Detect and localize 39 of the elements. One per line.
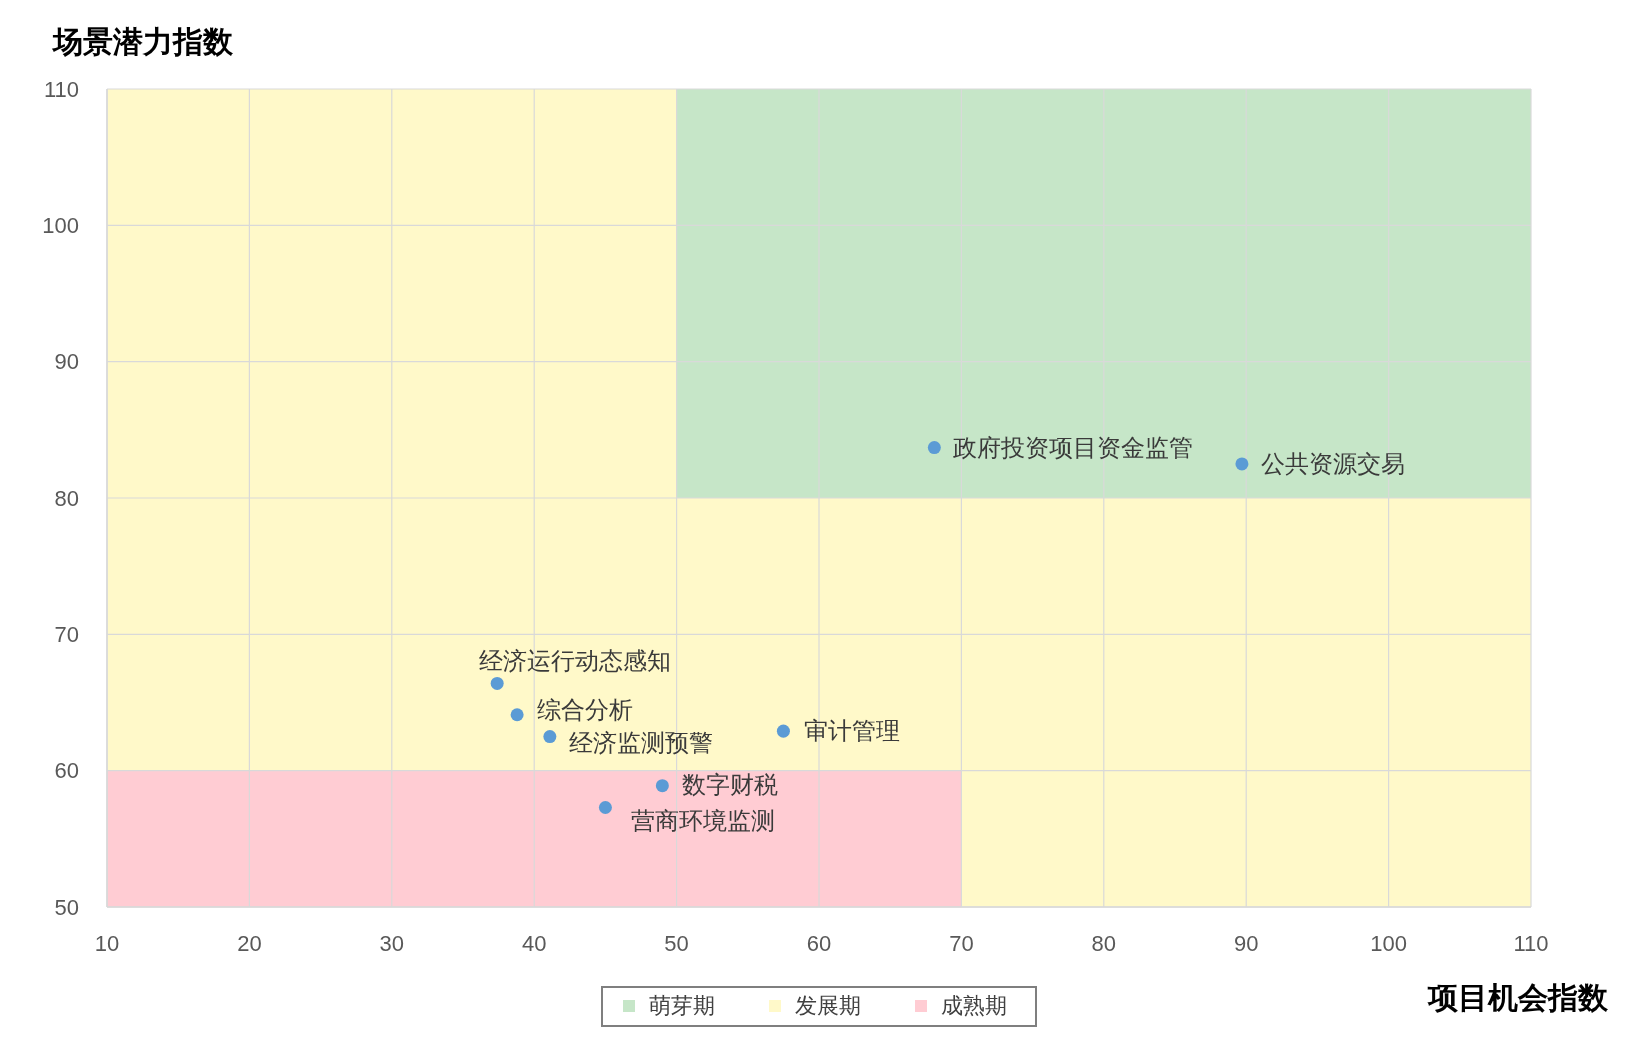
y-tick-label: 100: [42, 213, 79, 239]
y-tick-label: 50: [54, 894, 79, 920]
annotation: 数字财税: [682, 771, 779, 798]
annotation: 营商环境监测: [631, 808, 776, 835]
x-axis-title: 项目机会指数: [1428, 981, 1608, 1014]
annotation: 经济监测预警: [568, 729, 713, 756]
x-tick-label: 20: [237, 930, 262, 956]
point: [510, 708, 524, 722]
point: [776, 724, 790, 738]
y-tick-label: 90: [54, 349, 79, 375]
point: [598, 800, 612, 814]
point: [655, 779, 669, 793]
x-tick-label: 10: [94, 930, 120, 956]
x-tick-label: 110: [1513, 930, 1549, 956]
point: [1235, 457, 1249, 471]
x-tick-label: 40: [521, 930, 547, 956]
y-tick-label: 60: [54, 758, 79, 784]
annotation: 政府投资项目资金监管: [953, 434, 1194, 461]
y-axis-title: 场景潜力指数: [53, 25, 233, 58]
point: [543, 730, 557, 744]
x-tick-label: 100: [1370, 930, 1407, 956]
legend-label: 发展期: [795, 993, 861, 1018]
x-tick-label: 70: [949, 930, 974, 956]
x-tick-label: 30: [379, 930, 405, 956]
annotation: 综合分析: [537, 696, 634, 723]
point: [927, 441, 941, 455]
y-tick-label: 80: [54, 485, 79, 511]
legend-label: 成熟期: [941, 993, 1007, 1018]
annotation: 公共资源交易: [1260, 450, 1405, 477]
annotation: 审计管理: [804, 718, 901, 745]
x-tick-label: 90: [1233, 930, 1259, 956]
x-tick-label: 50: [664, 930, 689, 956]
point: [490, 676, 504, 690]
y-tick-label: 110: [43, 76, 79, 102]
legend-label: 萌芽期: [649, 993, 715, 1018]
annotation: 经济运行动态感知: [479, 648, 672, 675]
y-tick-label: 70: [54, 622, 79, 648]
x-tick-label: 80: [1091, 930, 1117, 956]
x-tick-label: 60: [806, 930, 832, 956]
